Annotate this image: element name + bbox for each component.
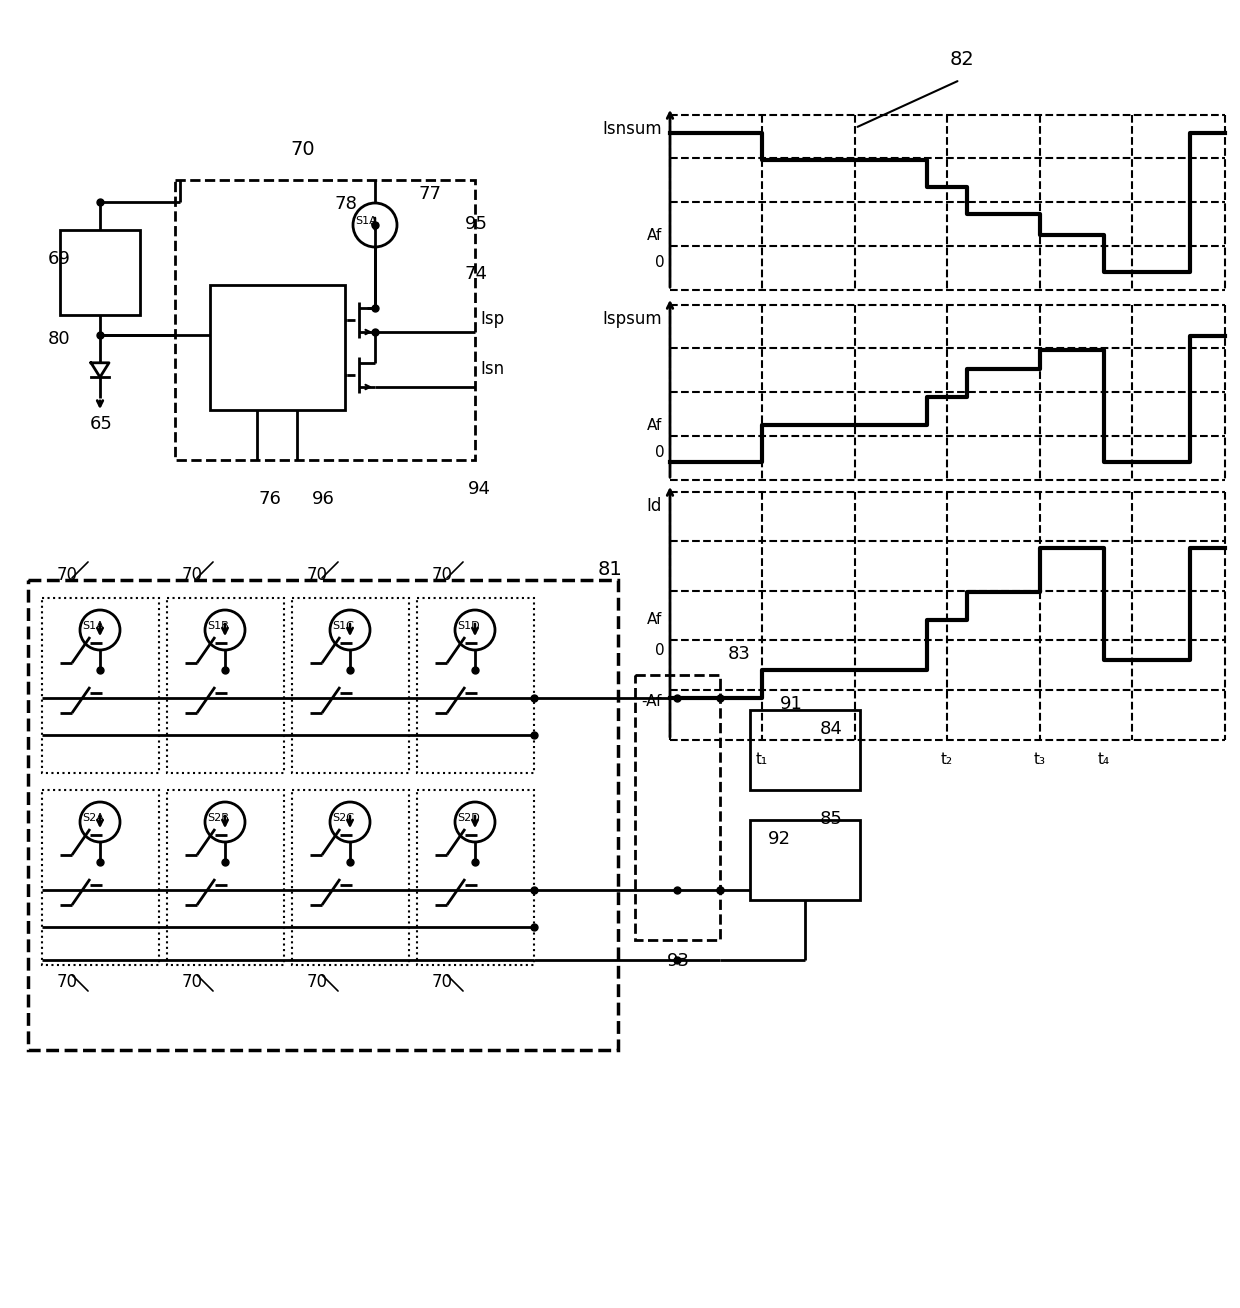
Text: 70: 70 (308, 566, 329, 583)
Text: 80: 80 (48, 330, 71, 348)
Text: S1C: S1C (332, 621, 353, 630)
Bar (750, 820, 861, 900)
Text: 81: 81 (598, 560, 622, 579)
Text: Isp: Isp (480, 310, 505, 328)
Text: 70: 70 (57, 566, 78, 583)
Bar (167, 598, 284, 773)
Bar (750, 710, 861, 790)
Text: -Af: -Af (641, 693, 662, 709)
Text: t₃: t₃ (1034, 752, 1047, 766)
Text: 0: 0 (656, 644, 665, 658)
Text: 83: 83 (728, 645, 751, 663)
Bar (167, 790, 284, 965)
Bar (210, 285, 345, 409)
Text: 95: 95 (465, 215, 489, 233)
Bar (291, 598, 409, 773)
Text: 82: 82 (950, 50, 975, 69)
Text: t₁: t₁ (756, 752, 768, 766)
Text: 93: 93 (667, 952, 689, 971)
Text: 94: 94 (467, 480, 491, 498)
Bar (29, 579, 618, 1050)
Text: Af: Af (647, 417, 662, 433)
Text: S2B: S2B (207, 814, 229, 823)
Bar (60, 230, 140, 315)
Text: 76: 76 (258, 490, 281, 508)
Text: 92: 92 (768, 831, 791, 848)
Bar (417, 790, 534, 965)
Text: 77: 77 (418, 184, 441, 203)
Text: 69: 69 (48, 250, 71, 268)
Text: 70: 70 (290, 140, 315, 160)
Bar (417, 598, 534, 773)
Text: Af: Af (647, 228, 662, 242)
Text: t₂: t₂ (941, 752, 954, 766)
Text: Id: Id (646, 497, 662, 515)
Text: 91: 91 (780, 695, 802, 713)
Text: S1D: S1D (458, 621, 480, 630)
Text: Af: Af (647, 612, 662, 628)
Text: 78: 78 (335, 195, 358, 213)
Text: 74: 74 (465, 266, 489, 283)
Text: 65: 65 (91, 415, 113, 433)
Text: 70: 70 (182, 566, 203, 583)
Text: 84: 84 (820, 719, 843, 738)
Bar (175, 181, 475, 460)
Bar (291, 790, 409, 965)
Text: 70: 70 (432, 566, 453, 583)
Bar (635, 675, 720, 940)
Text: S1A: S1A (355, 216, 377, 226)
Bar (42, 790, 159, 965)
Text: 70: 70 (308, 973, 329, 991)
Text: 70: 70 (432, 973, 453, 991)
Text: S1A: S1A (82, 621, 104, 630)
Text: 96: 96 (312, 490, 335, 508)
Text: 0: 0 (656, 445, 665, 460)
Text: t₄: t₄ (1097, 752, 1110, 766)
Text: 0: 0 (656, 255, 665, 269)
Text: Ispsum: Ispsum (603, 310, 662, 328)
Text: Isn: Isn (480, 360, 505, 378)
Text: 70: 70 (182, 973, 203, 991)
Text: 70: 70 (57, 973, 78, 991)
Text: S2C: S2C (332, 814, 353, 823)
Text: S2A: S2A (82, 814, 104, 823)
Bar (42, 598, 159, 773)
Text: S1B: S1B (207, 621, 228, 630)
Text: Isnsum: Isnsum (603, 120, 662, 139)
Text: 85: 85 (820, 810, 843, 828)
Text: S2D: S2D (458, 814, 480, 823)
